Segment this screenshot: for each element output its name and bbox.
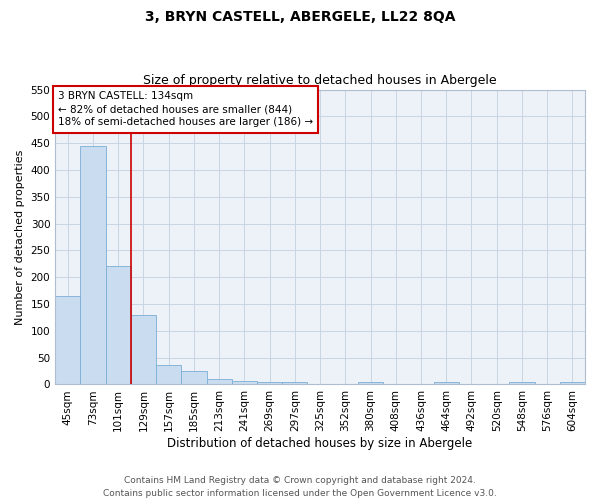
Text: 3, BRYN CASTELL, ABERGELE, LL22 8QA: 3, BRYN CASTELL, ABERGELE, LL22 8QA [145, 10, 455, 24]
Bar [560, 382, 585, 384]
Bar [509, 382, 535, 384]
Bar [55, 296, 80, 384]
Text: 3 BRYN CASTELL: 134sqm
← 82% of detached houses are smaller (844)
18% of semi-de: 3 BRYN CASTELL: 134sqm ← 82% of detached… [58, 91, 313, 128]
Bar [358, 382, 383, 384]
Y-axis label: Number of detached properties: Number of detached properties [15, 150, 25, 324]
Bar [232, 381, 257, 384]
Title: Size of property relative to detached houses in Abergele: Size of property relative to detached ho… [143, 74, 497, 87]
Bar [257, 382, 282, 384]
Bar [106, 266, 131, 384]
Bar [434, 382, 459, 384]
Bar [206, 378, 232, 384]
Bar [80, 146, 106, 384]
Bar [131, 315, 156, 384]
Bar [282, 382, 307, 384]
X-axis label: Distribution of detached houses by size in Abergele: Distribution of detached houses by size … [167, 437, 473, 450]
Text: Contains HM Land Registry data © Crown copyright and database right 2024.
Contai: Contains HM Land Registry data © Crown c… [103, 476, 497, 498]
Bar [156, 364, 181, 384]
Bar [181, 371, 206, 384]
